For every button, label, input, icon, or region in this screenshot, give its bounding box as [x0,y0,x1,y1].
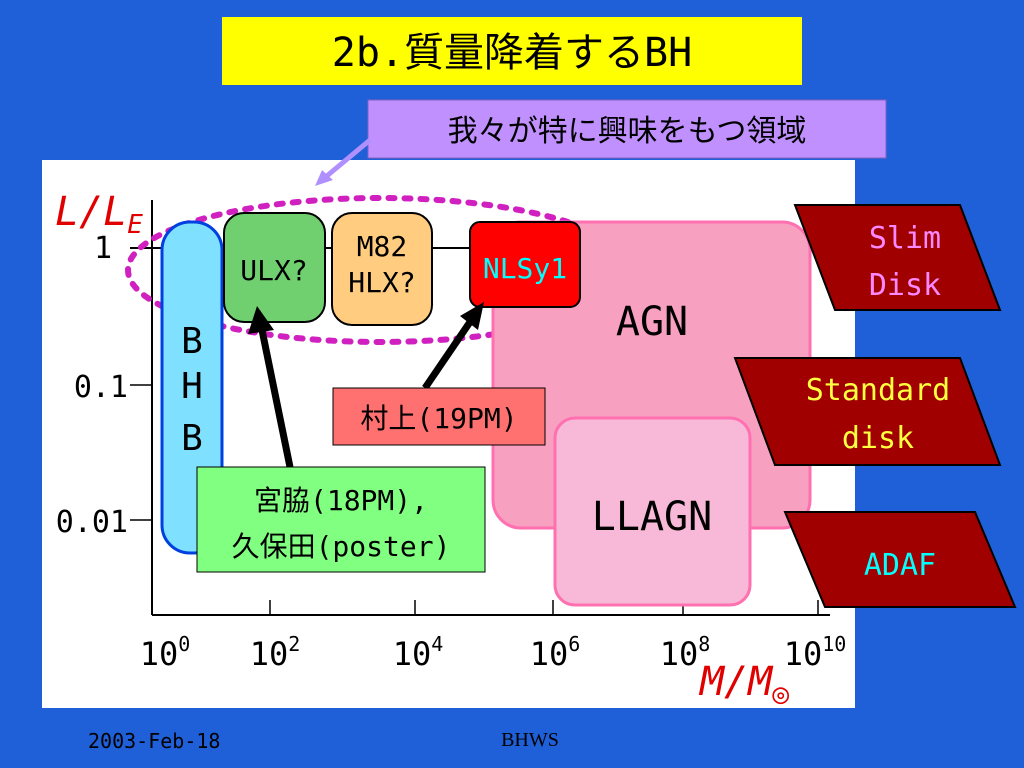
miyawaki-label: 宮脇(18PM), [254,484,428,517]
x-tick-exp: 4 [431,632,443,656]
hlx-label: HLX? [348,266,415,299]
x-tick-label: 106 [530,632,581,673]
murakami-label: 村上(19PM) [360,402,517,435]
disk-label: disk [842,421,914,456]
miyawaki-label: 久保田(poster) [232,530,451,563]
footer-event: BHWS [501,729,559,751]
x-tick-exp: 2 [288,632,300,656]
standard-disk-box [733,357,1002,466]
y-tick-label: 0.01 [56,505,128,540]
title: 2b.質量降着するBH [332,30,692,76]
footer-date: 2003-Feb-18 [88,729,220,753]
x-tick-exp: 6 [568,632,580,656]
callout-arrowhead [315,170,333,186]
adaf-box [783,511,1017,608]
slim-disk-box [793,204,1002,311]
hlx-label: M82 [357,230,408,263]
x-tick-base: 10 [530,635,569,673]
x-axis-label: M/M◎ [698,659,789,710]
nlsy1-label: NLSy1 [483,252,567,285]
arrow [422,320,473,390]
x-tick-label: 104 [393,632,444,673]
disk-label: ADAF [864,548,936,583]
disk-label: Slim [869,221,941,256]
murakami-box [332,387,546,446]
x-tick-base: 10 [784,635,823,673]
bhb-label: H [181,366,203,407]
x-tick-base: 10 [250,635,289,673]
callout-arrow [320,138,372,182]
x-tick-label: 100 [140,632,191,673]
bhb-label: B [181,321,203,362]
x-tick-exp: 0 [178,632,190,656]
arrowhead [248,306,274,334]
x-tick-base: 10 [140,635,179,673]
x-tick-label: 108 [660,632,711,673]
miyawaki-box [196,466,486,573]
disk-label: Standard [806,373,951,408]
x-tick-base: 10 [660,635,699,673]
nlsy1-region [469,221,581,308]
ulx-label: ULX? [240,254,307,287]
x-tick-labels: 100 102 104 106 108 1010 [140,632,847,673]
x-tick-exp: 8 [698,632,710,656]
arrowhead [460,302,484,330]
callout: 我々が特に興味をもつ領域 [448,114,807,149]
agn-label: AGN [616,299,688,345]
ulx-region [223,212,326,323]
y-tick-label: 0.1 [74,370,128,405]
y-axis-label: L/LE [55,189,143,240]
y-tick-label: 1 [94,231,112,266]
llagn-label: LLAGN [592,494,712,540]
title-box [222,17,802,85]
hlx-region [331,212,433,326]
x-tick-label: 1010 [784,632,847,673]
disk-label: Disk [869,268,941,303]
x-tick-base: 10 [393,635,432,673]
llagn-region [553,416,752,607]
callout-box [367,99,887,159]
x-tick-exp: 10 [822,632,846,656]
x-tick-label: 102 [250,632,301,673]
bhb-label: B [181,418,203,459]
arrow [258,329,294,468]
